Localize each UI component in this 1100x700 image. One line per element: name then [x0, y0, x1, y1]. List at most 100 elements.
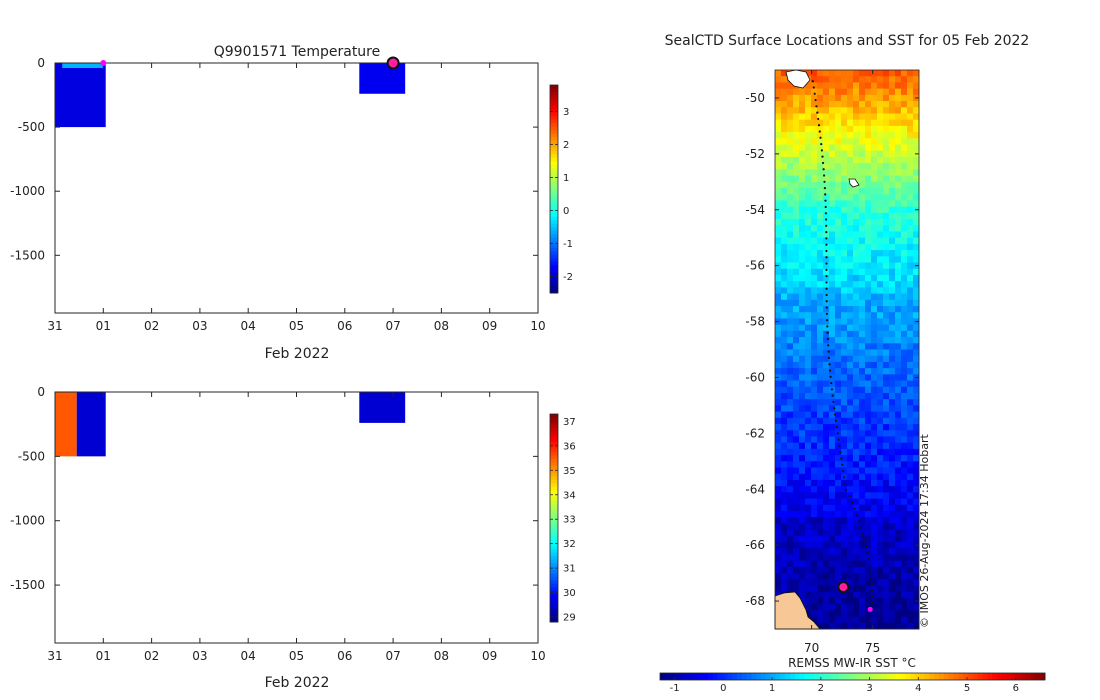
- sst-cell: [871, 510, 878, 518]
- sst-cell: [913, 591, 920, 599]
- colorbar-segment: [550, 164, 558, 169]
- sst-cell: [847, 330, 854, 338]
- sst-colorbar-segment: [799, 673, 805, 680]
- sst-cell: [889, 70, 896, 77]
- sst-cell: [829, 604, 836, 611]
- sst-cell: [877, 318, 884, 326]
- colorbar-segment: [550, 206, 558, 211]
- sst-cell: [907, 597, 914, 605]
- colorbar-tick-label: 3: [563, 107, 569, 118]
- sst-cell: [793, 585, 800, 593]
- sst-cell: [835, 542, 842, 549]
- sst-cell: [841, 262, 848, 270]
- salinity-x-label: Feb 2022: [265, 675, 330, 691]
- track-point: [824, 193, 827, 196]
- sst-cell: [895, 343, 902, 350]
- sst-cell: [889, 107, 896, 114]
- sst-cell: [787, 442, 794, 450]
- sst-cell: [799, 399, 806, 406]
- sst-cell: [901, 237, 908, 245]
- sst-cell: [895, 368, 902, 375]
- colorbar-segment: [550, 417, 558, 422]
- sst-colorbar-segment: [833, 673, 839, 680]
- colorbar-segment: [550, 123, 558, 128]
- sst-cell: [907, 125, 914, 133]
- colorbar-segment: [550, 438, 558, 443]
- sst-cell: [889, 243, 896, 251]
- sst-cell: [859, 343, 866, 350]
- sst-cell: [805, 107, 812, 114]
- sst-cell: [847, 243, 854, 251]
- sst-cell: [907, 591, 914, 599]
- sst-cell: [829, 212, 836, 220]
- sst-cell: [871, 504, 878, 512]
- colorbar-segment: [550, 583, 558, 588]
- track-point: [848, 495, 851, 498]
- sst-cell: [889, 517, 896, 524]
- sst-cell: [907, 281, 914, 288]
- sst-cell: [817, 76, 824, 83]
- sst-cell: [793, 175, 800, 183]
- sst-cell: [847, 281, 854, 288]
- colorbar-segment: [550, 251, 558, 256]
- sst-cell: [805, 355, 812, 363]
- sst-cell: [865, 504, 872, 512]
- sst-cell: [871, 163, 878, 170]
- sst-cell: [781, 517, 788, 524]
- sst-cell: [871, 411, 878, 419]
- sst-cell: [859, 88, 866, 96]
- sst-cell: [817, 566, 824, 574]
- temperature-plot-frame: [54, 62, 539, 314]
- sst-cell: [841, 442, 848, 450]
- sst-cell: [793, 560, 800, 568]
- sst-cell: [901, 616, 908, 624]
- sst-cell: [835, 560, 842, 568]
- sst-cell: [913, 405, 920, 413]
- sst-cell: [913, 467, 920, 475]
- sst-cell: [895, 262, 902, 270]
- sst-cell: [787, 337, 794, 344]
- sst-cell: [817, 523, 824, 531]
- sst-cell: [841, 436, 848, 444]
- sst-cell: [799, 504, 806, 512]
- sst-cell: [775, 181, 782, 189]
- sst-cell: [823, 405, 830, 413]
- sst-cell: [859, 330, 866, 338]
- sst-cell: [787, 188, 794, 195]
- map-y-tick-label: -58: [745, 315, 765, 329]
- sst-cell: [823, 566, 830, 574]
- x-tick-label: 08: [434, 649, 449, 663]
- sst-cell: [871, 318, 878, 326]
- sst-cell: [811, 76, 818, 83]
- sst-cell: [853, 144, 860, 152]
- sst-cell: [805, 467, 812, 475]
- sst-cell: [889, 597, 896, 605]
- sst-cell: [817, 88, 824, 96]
- sst-cell: [859, 535, 866, 543]
- sst-cell: [877, 517, 884, 524]
- track-point: [819, 136, 822, 139]
- sst-cell: [871, 486, 878, 493]
- sst-cell: [895, 622, 902, 630]
- sst-cell: [835, 622, 842, 630]
- sst-cell: [793, 101, 800, 108]
- sst-cell: [877, 243, 884, 251]
- track-point: [826, 325, 829, 328]
- track-point: [833, 407, 836, 410]
- colorbar-segment: [550, 119, 558, 124]
- colorbar-segment: [550, 189, 558, 193]
- sst-cell: [913, 250, 920, 257]
- sst-cell: [907, 554, 914, 562]
- sst-cell: [799, 175, 806, 183]
- sst-cell: [805, 299, 812, 307]
- sst-cell: [805, 349, 812, 357]
- sst-cell: [799, 94, 806, 102]
- sst-cell: [799, 274, 806, 282]
- sst-cell: [811, 281, 818, 288]
- sst-cell: [805, 343, 812, 350]
- sst-cell: [907, 542, 914, 549]
- sst-cell: [877, 262, 884, 270]
- sst-cell: [811, 560, 818, 568]
- sst-cell: [853, 156, 860, 164]
- sst-cell: [847, 386, 854, 394]
